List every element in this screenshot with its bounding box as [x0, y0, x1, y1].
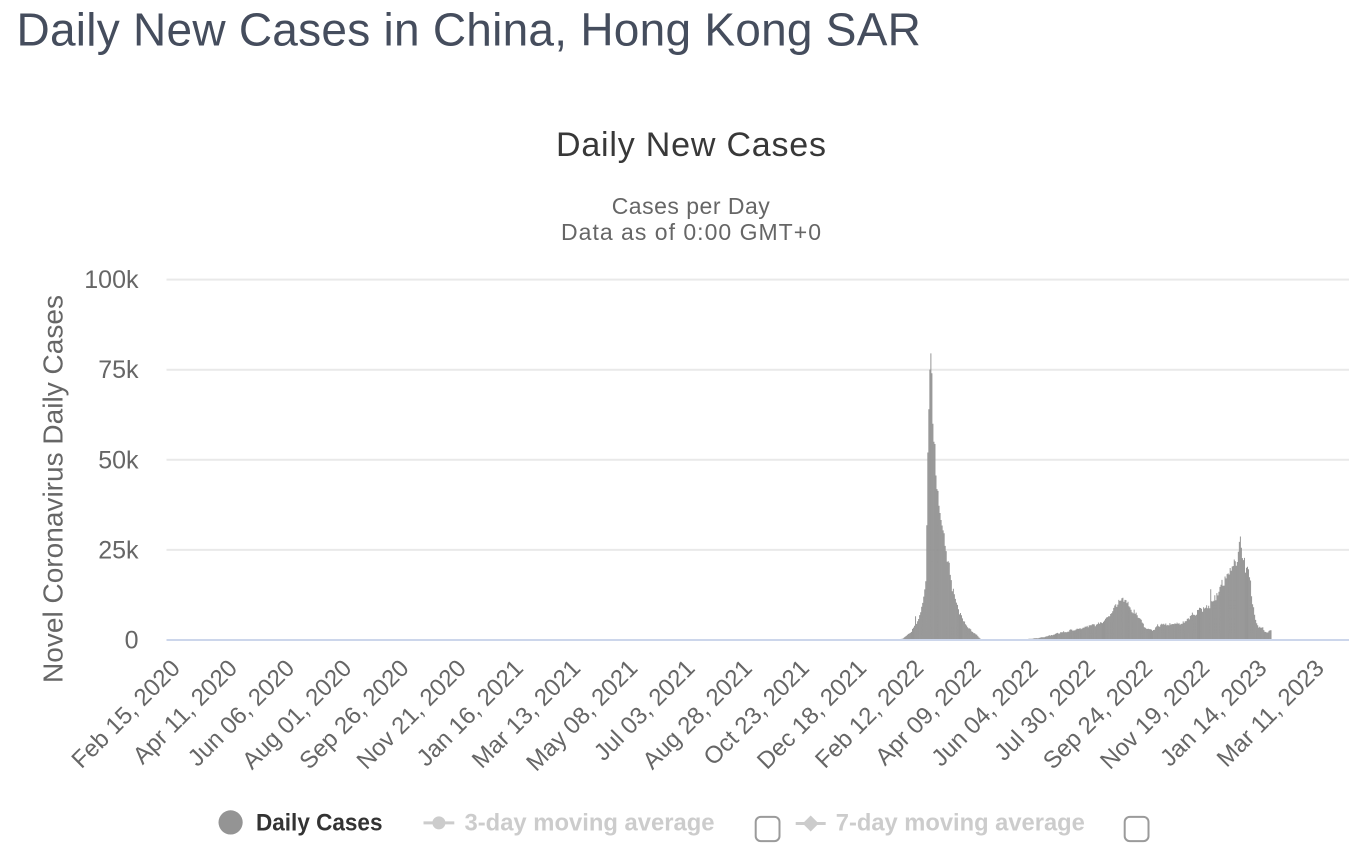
svg-text:Daily Cases: Daily Cases — [256, 809, 383, 836]
svg-text:0: 0 — [125, 627, 139, 655]
svg-text:7-day moving average: 7-day moving average — [836, 809, 1085, 836]
svg-text:25k: 25k — [98, 536, 139, 564]
svg-text:Daily New Cases in China, Hong: Daily New Cases in China, Hong Kong SAR — [17, 4, 922, 56]
svg-text:50k: 50k — [98, 446, 139, 474]
svg-text:Daily New Cases: Daily New Cases — [556, 126, 826, 164]
svg-text:75k: 75k — [98, 356, 139, 384]
svg-text:100k: 100k — [84, 266, 139, 294]
svg-text:3-day moving average: 3-day moving average — [465, 809, 715, 836]
svg-text:Novel Coronavirus Daily Cases: Novel Coronavirus Daily Cases — [38, 295, 69, 683]
svg-text:Data as of 0:00 GMT+0: Data as of 0:00 GMT+0 — [561, 219, 821, 245]
svg-text:Cases per Day: Cases per Day — [612, 193, 771, 219]
